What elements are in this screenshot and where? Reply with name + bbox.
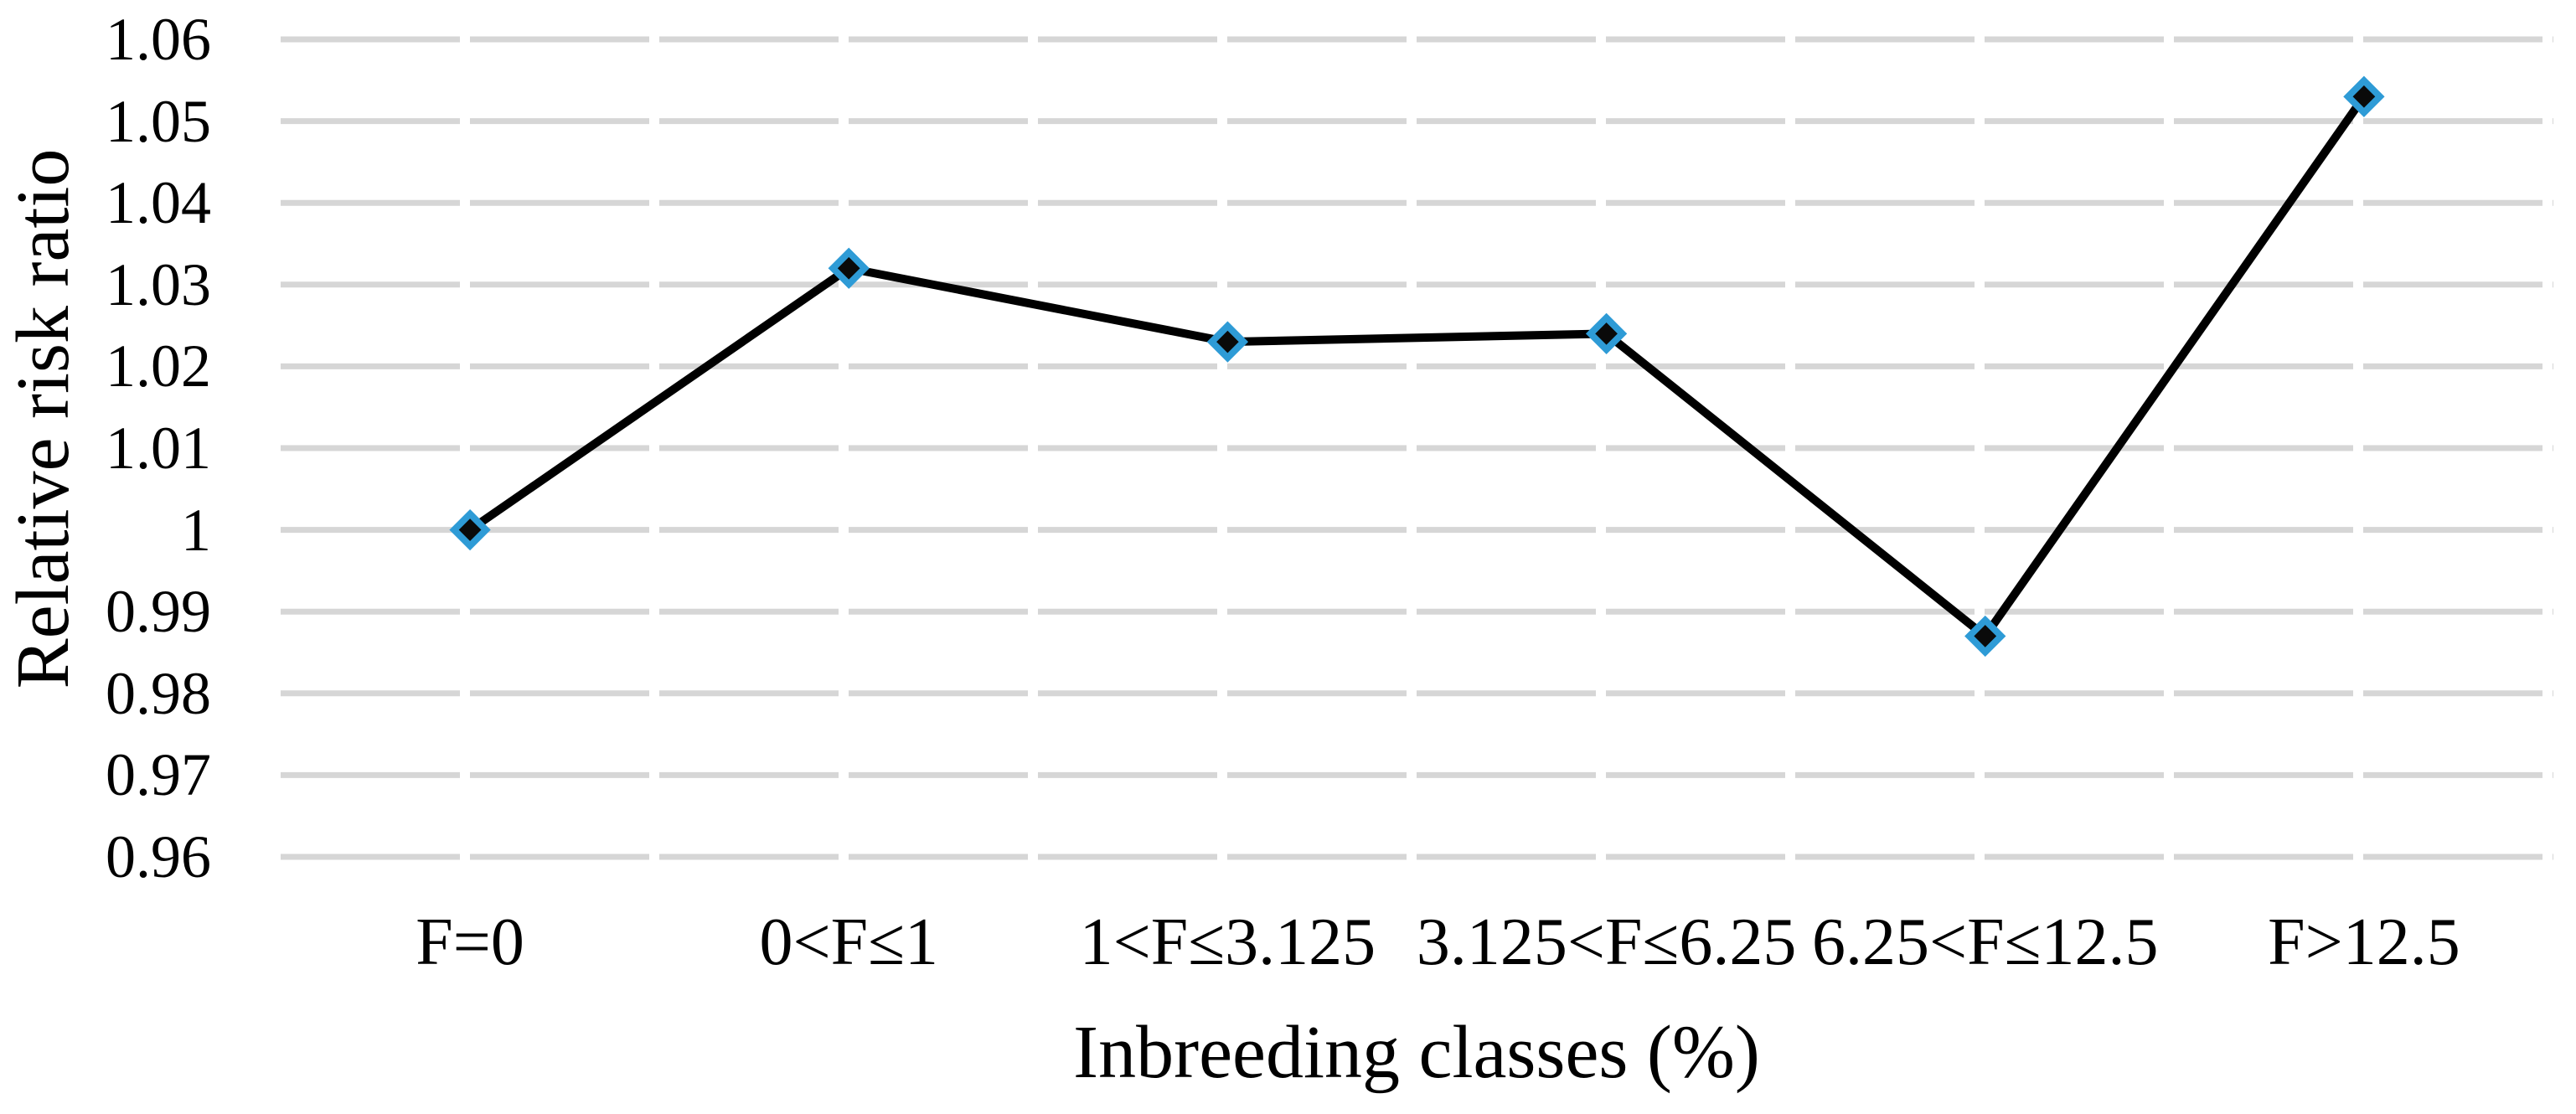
y-tick-label: 1 bbox=[181, 496, 211, 564]
y-tick-label: 0.99 bbox=[106, 578, 211, 646]
x-tick-label: F>12.5 bbox=[2268, 905, 2460, 979]
x-tick-label: 1<F≤3.125 bbox=[1079, 905, 1376, 979]
x-tick-label: 0<F≤1 bbox=[759, 905, 939, 979]
x-tick-label: 3.125<F≤6.25 bbox=[1416, 905, 1797, 979]
data-point-marker bbox=[2343, 75, 2385, 117]
y-tick-label: 1.02 bbox=[106, 333, 211, 400]
data-point-marker bbox=[1964, 615, 2006, 658]
data-point-marker bbox=[1206, 321, 1249, 363]
y-tick-label: 0.97 bbox=[106, 741, 211, 809]
y-tick-label: 1.04 bbox=[106, 169, 211, 237]
y-tick-label: 1.01 bbox=[106, 415, 211, 482]
series-line bbox=[467, 94, 2368, 642]
data-point-marker bbox=[1585, 312, 1628, 355]
data-point-marker bbox=[828, 247, 870, 289]
x-axis-title: Inbreeding classes (%) bbox=[1073, 1011, 1760, 1094]
data-point-marker bbox=[449, 508, 491, 551]
y-tick-label: 1.06 bbox=[106, 6, 211, 73]
y-axis-title: Relative risk ratio bbox=[2, 148, 85, 689]
y-tick-label: 1.03 bbox=[106, 250, 211, 318]
y-tick-label: 0.98 bbox=[106, 659, 211, 727]
y-tick-label: 0.96 bbox=[106, 823, 211, 890]
x-tick-label: 6.25<F≤12.5 bbox=[1811, 905, 2159, 979]
y-tick-label: 1.05 bbox=[106, 87, 211, 155]
x-tick-label: F=0 bbox=[416, 905, 524, 979]
